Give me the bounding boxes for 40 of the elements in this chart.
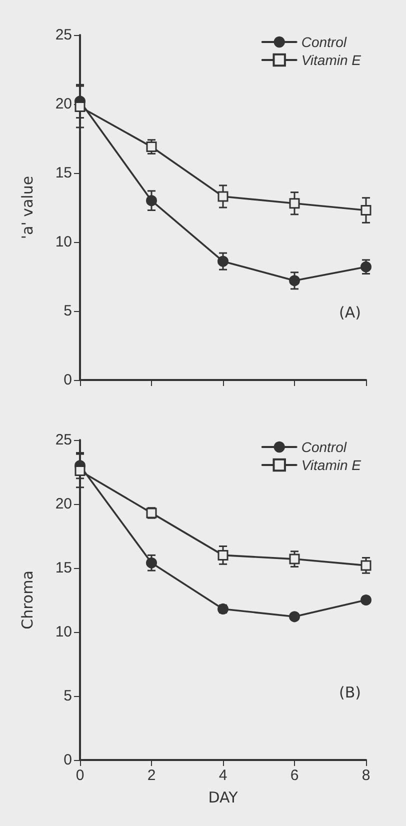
legend-label: Control [301, 34, 348, 50]
y-tick-label: 25 [55, 432, 72, 448]
point [218, 191, 228, 202]
legend-label: Vitamin E [301, 457, 362, 473]
y-tick-label: 10 [55, 234, 72, 250]
y-tick-label: 10 [55, 624, 72, 640]
point [218, 256, 228, 267]
x-axis-title: DAY [208, 788, 239, 806]
point [146, 142, 157, 152]
point [289, 611, 300, 622]
point [146, 195, 157, 206]
point [218, 550, 228, 560]
y-tick-label: 0 [64, 752, 72, 768]
x-tick-label: 4 [218, 767, 228, 784]
y-tick-label: 5 [64, 302, 72, 320]
x-tick-label: 0 [76, 767, 84, 784]
annotation: (A) [339, 304, 362, 322]
point [289, 554, 300, 564]
point [289, 275, 300, 286]
point [360, 205, 372, 216]
y-tick-label: 25 [55, 26, 72, 44]
point [360, 560, 372, 571]
y-tick-label: 15 [55, 560, 72, 576]
annotation: (B) [339, 684, 362, 702]
legend-label: Vitamin E [301, 52, 362, 68]
point [146, 557, 157, 568]
x-tick-label: 8 [362, 767, 370, 784]
point [289, 198, 300, 209]
x-tick-label: 2 [147, 767, 156, 784]
y-tick-label: 20 [55, 96, 72, 112]
y-tick-label: 5 [64, 688, 72, 704]
y-tick-label: 20 [55, 496, 72, 512]
y-axis-title: Chroma [18, 570, 36, 630]
y-axis-title: 'a' value [18, 176, 36, 240]
x-tick-label: 6 [290, 767, 299, 784]
y-tick-label: 0 [64, 372, 72, 388]
point [360, 594, 372, 606]
y-tick-label: 15 [55, 164, 72, 182]
point [74, 465, 86, 476]
legend-label: Control [301, 439, 348, 455]
